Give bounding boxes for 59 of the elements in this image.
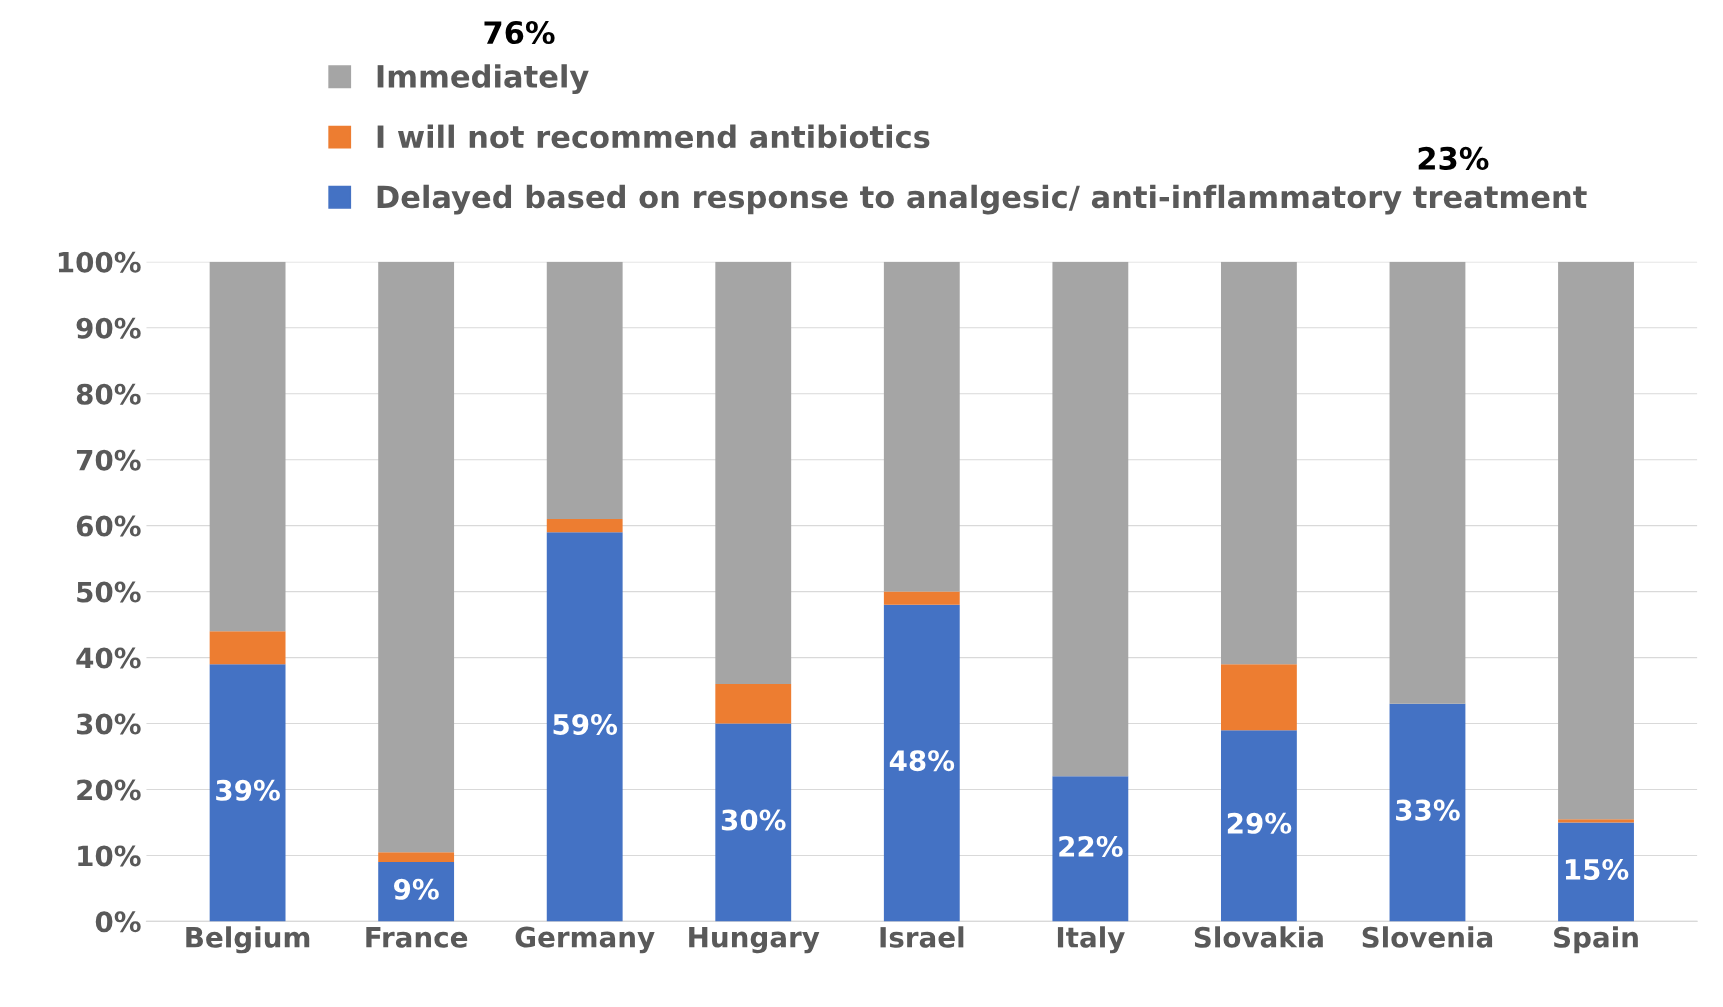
y-tick-label: 60% <box>76 515 141 537</box>
x-tick-label: France <box>366 927 468 948</box>
bar <box>1220 261 1297 665</box>
y-tick-label: 80% <box>76 383 141 405</box>
y-tick-label: 50% <box>77 581 141 603</box>
x-tick-label: Spain <box>1554 926 1638 954</box>
bar <box>1220 730 1297 922</box>
y-tick-label: 40% <box>76 647 141 669</box>
y-tick-label: 0% <box>95 911 141 933</box>
x-tick-label: Slovenia <box>1362 926 1493 948</box>
bar <box>378 261 455 853</box>
bar <box>378 852 455 863</box>
bar <box>209 664 286 922</box>
data-label: 9% <box>394 878 439 900</box>
x-tick-label: Belgium <box>186 926 310 954</box>
legend-label: Delayed based on response to analgesic/ anti-inflammatory treatment <box>377 184 1587 215</box>
bar <box>1052 261 1129 777</box>
x-tick-label: Slovakia <box>1194 926 1323 948</box>
bar <box>546 261 623 520</box>
bar <box>1220 664 1297 731</box>
x-tick-label: Italy <box>1057 926 1125 954</box>
bar <box>378 862 455 922</box>
data-label: 15% <box>1565 858 1629 880</box>
x-tick-label: Hungary <box>689 926 820 954</box>
bar <box>1052 776 1129 922</box>
bar <box>883 604 960 922</box>
data-label: 30% <box>721 809 786 831</box>
bar <box>715 723 792 922</box>
bar <box>1389 261 1466 704</box>
y-tick-label: 20% <box>77 779 141 801</box>
x-tick-label: Israel <box>880 926 964 948</box>
data-label: 59% <box>553 713 618 735</box>
legend-label: Immediately <box>377 64 589 95</box>
data-label: 22% <box>1059 835 1123 857</box>
bar <box>883 591 960 605</box>
y-tick-label: 70% <box>76 449 141 471</box>
data-label: 39% <box>216 779 280 801</box>
data-label: 33% <box>1396 799 1460 821</box>
text: 76% <box>484 21 555 45</box>
bar <box>209 631 286 665</box>
x-tick-label: Germany <box>515 926 655 954</box>
bar <box>209 261 286 632</box>
bar <box>883 261 960 592</box>
y-tick-label: 90% <box>76 317 141 339</box>
bar <box>715 683 792 724</box>
legend-label: I will not recommend antibiotics <box>377 124 930 149</box>
y-tick-label: 30% <box>76 713 141 735</box>
bar <box>546 519 623 533</box>
text: 23% <box>1418 146 1489 170</box>
bar <box>1558 822 1634 922</box>
bar <box>1558 819 1634 823</box>
data-label: 29% <box>1227 812 1292 834</box>
bar <box>1389 703 1466 922</box>
bar <box>1558 261 1634 820</box>
bar <box>546 532 623 922</box>
data-label: 48% <box>889 750 955 772</box>
y-tick-label: 100% <box>58 251 141 273</box>
y-tick-label: 10% <box>78 845 141 867</box>
bar <box>715 261 792 684</box>
